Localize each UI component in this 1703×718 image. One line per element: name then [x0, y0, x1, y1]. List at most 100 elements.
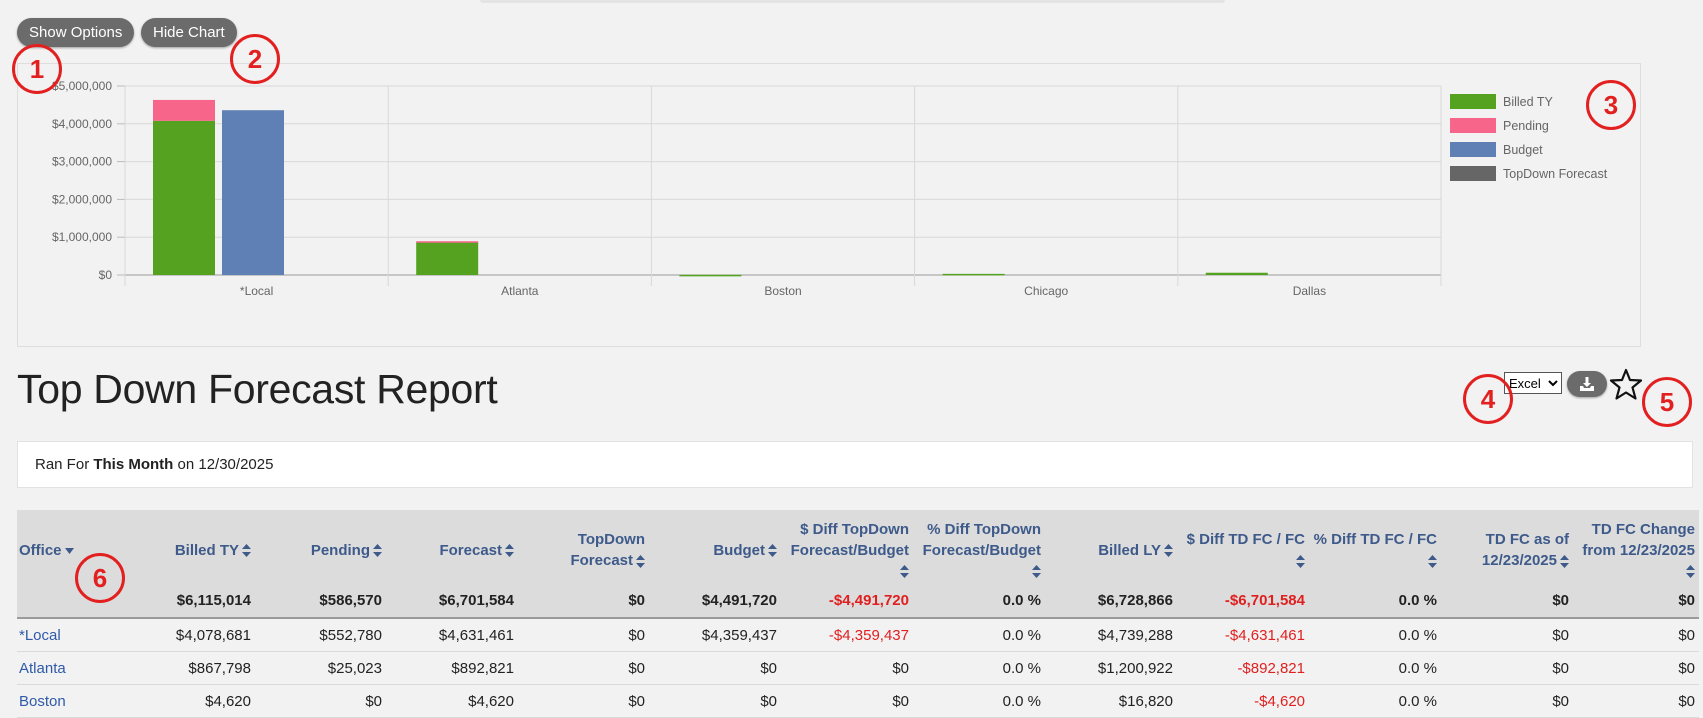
- table-cell: 0.0 %: [913, 651, 1045, 685]
- bar-budget: [222, 110, 284, 275]
- column-header-5[interactable]: Budget: [649, 510, 781, 588]
- column-header-3[interactable]: Forecast: [386, 510, 518, 588]
- total-cell: $6,728,866: [1045, 588, 1177, 619]
- bar-billed-ty: [1205, 272, 1268, 275]
- x-tick-label: Boston: [764, 284, 801, 298]
- table-cell: $0: [1573, 618, 1699, 652]
- column-header-label: TopDown Forecast: [570, 531, 645, 569]
- column-header-7[interactable]: % Diff TopDown Forecast/Budget: [913, 510, 1045, 588]
- sort-icon[interactable]: [1557, 552, 1569, 569]
- column-header-2[interactable]: Pending: [255, 510, 386, 588]
- table-cell: $0: [1441, 618, 1573, 652]
- ran-info: Ran For This Month on 12/30/2025: [17, 441, 1693, 488]
- column-header-label: Billed TY: [174, 541, 239, 559]
- table-cell: -$892,821: [1177, 651, 1309, 685]
- sort-icon[interactable]: [633, 552, 645, 569]
- table-cell: -$4,620: [1177, 684, 1309, 718]
- total-cell: $6,115,014: [123, 588, 255, 619]
- sort-icon[interactable]: [1683, 563, 1695, 580]
- column-header-label: % Diff TopDown Forecast/Budget: [922, 520, 1041, 559]
- legend-label: Pending: [1503, 119, 1549, 133]
- table-cell: $0: [781, 684, 913, 718]
- column-header-9[interactable]: $ Diff TD FC / FC: [1177, 510, 1309, 588]
- column-header-4[interactable]: TopDown Forecast: [518, 510, 649, 588]
- office-link[interactable]: Atlanta: [17, 651, 123, 685]
- callout-6: 6: [75, 553, 125, 603]
- table-cell: $0: [518, 618, 649, 652]
- sort-icon[interactable]: [1425, 552, 1437, 569]
- y-tick-label: $5,000,000: [52, 79, 112, 93]
- report-table-wrapper: Office Billed TY Pending Forecast TopDown Fo…: [17, 510, 1699, 718]
- table-cell: $0: [255, 684, 386, 718]
- bar-billed-ty: [942, 273, 1005, 276]
- x-tick-label: Chicago: [1024, 284, 1068, 298]
- table-cell: 0.0 %: [1309, 618, 1441, 652]
- sort-icon[interactable]: [1161, 542, 1173, 559]
- legend-swatch: [1450, 118, 1496, 133]
- table-cell: -$4,359,437: [781, 618, 913, 652]
- column-header-label: $ Diff TD FC / FC: [1186, 531, 1305, 548]
- column-header-label: Billed LY: [1098, 541, 1161, 559]
- x-tick-label: Atlanta: [501, 284, 539, 298]
- total-cell: 0.0 %: [913, 588, 1045, 619]
- x-tick-label: *Local: [240, 284, 273, 298]
- total-cell: $0: [1441, 588, 1573, 619]
- column-header-label: Budget: [713, 541, 765, 559]
- report-table: Office Billed TY Pending Forecast TopDown Fo…: [17, 510, 1699, 718]
- ran-period: This Month: [93, 456, 174, 473]
- office-link[interactable]: Boston: [17, 684, 123, 718]
- legend-swatch: [1450, 142, 1496, 157]
- column-header-12[interactable]: TD FC Change from 12/23/2025: [1573, 510, 1699, 588]
- sort-icon[interactable]: [502, 542, 514, 559]
- favorite-star-icon[interactable]: [1609, 367, 1643, 401]
- table-cell: $0: [1441, 651, 1573, 685]
- sort-icon[interactable]: [239, 542, 251, 559]
- legend-label: Billed TY: [1503, 95, 1553, 109]
- column-header-6[interactable]: $ Diff TopDown Forecast/Budget: [781, 510, 913, 588]
- show-options-button[interactable]: Show Options: [17, 18, 135, 47]
- table-cell: $0: [649, 684, 781, 718]
- column-header-11[interactable]: TD FC as of 12/23/2025: [1441, 510, 1573, 588]
- table-cell: $0: [518, 651, 649, 685]
- sort-desc-icon[interactable]: [62, 542, 74, 559]
- sort-icon[interactable]: [1293, 552, 1305, 569]
- table-row: *Local $4,078,681 $552,780 $4,631,461 $0 $4,3…: [17, 618, 1699, 652]
- sort-icon[interactable]: [370, 542, 382, 559]
- y-tick-label: $1,000,000: [52, 230, 112, 244]
- download-icon: [1580, 377, 1594, 391]
- table-cell: $4,359,437: [649, 618, 781, 652]
- table-cell: $4,620: [123, 684, 255, 718]
- sort-icon[interactable]: [897, 563, 909, 580]
- column-header-10[interactable]: % Diff TD FC / FC: [1309, 510, 1441, 588]
- totals-row: $6,115,014 $586,570 $6,701,584 $0 $4,491,720…: [17, 588, 1699, 619]
- table-cell: 0.0 %: [1309, 651, 1441, 685]
- y-tick-label: $2,000,000: [52, 192, 112, 206]
- column-header-label: Pending: [310, 541, 370, 559]
- bar-chart: $0 $1,000,000 $2,000,000 $3,000,000 $4,000,0…: [52, 79, 1608, 298]
- chart-panel: $0 $1,000,000 $2,000,000 $3,000,000 $4,000,0…: [17, 63, 1641, 347]
- column-header-label: Forecast: [439, 541, 502, 559]
- legend-swatch: [1450, 94, 1496, 109]
- download-button[interactable]: [1567, 371, 1607, 397]
- column-header-8[interactable]: Billed LY: [1045, 510, 1177, 588]
- sort-icon[interactable]: [1029, 563, 1041, 580]
- table-row: Boston $4,620 $0 $4,620 $0 $0 $0 0.0 % $16,820 -$…: [17, 684, 1699, 718]
- table-cell: $0: [518, 684, 649, 718]
- y-tick-label: $3,000,000: [52, 155, 112, 169]
- total-cell: $4,491,720: [649, 588, 781, 619]
- table-cell: -$4,631,461: [1177, 618, 1309, 652]
- total-cell: -$6,701,584: [1177, 588, 1309, 619]
- table-cell: $1,200,922: [1045, 651, 1177, 685]
- sort-icon[interactable]: [765, 542, 777, 559]
- total-cell: $0: [1573, 588, 1699, 619]
- table-cell: $0: [1441, 684, 1573, 718]
- table-cell: $867,798: [123, 651, 255, 685]
- legend-label: Budget: [1503, 143, 1543, 157]
- column-header-1[interactable]: Billed TY: [123, 510, 255, 588]
- bar-billed-ty: [416, 242, 479, 275]
- hide-chart-button[interactable]: Hide Chart: [141, 18, 237, 47]
- callout-5: 5: [1642, 377, 1692, 427]
- table-cell: $16,820: [1045, 684, 1177, 718]
- export-format-select[interactable]: Excel: [1504, 372, 1562, 394]
- office-link[interactable]: *Local: [17, 618, 123, 652]
